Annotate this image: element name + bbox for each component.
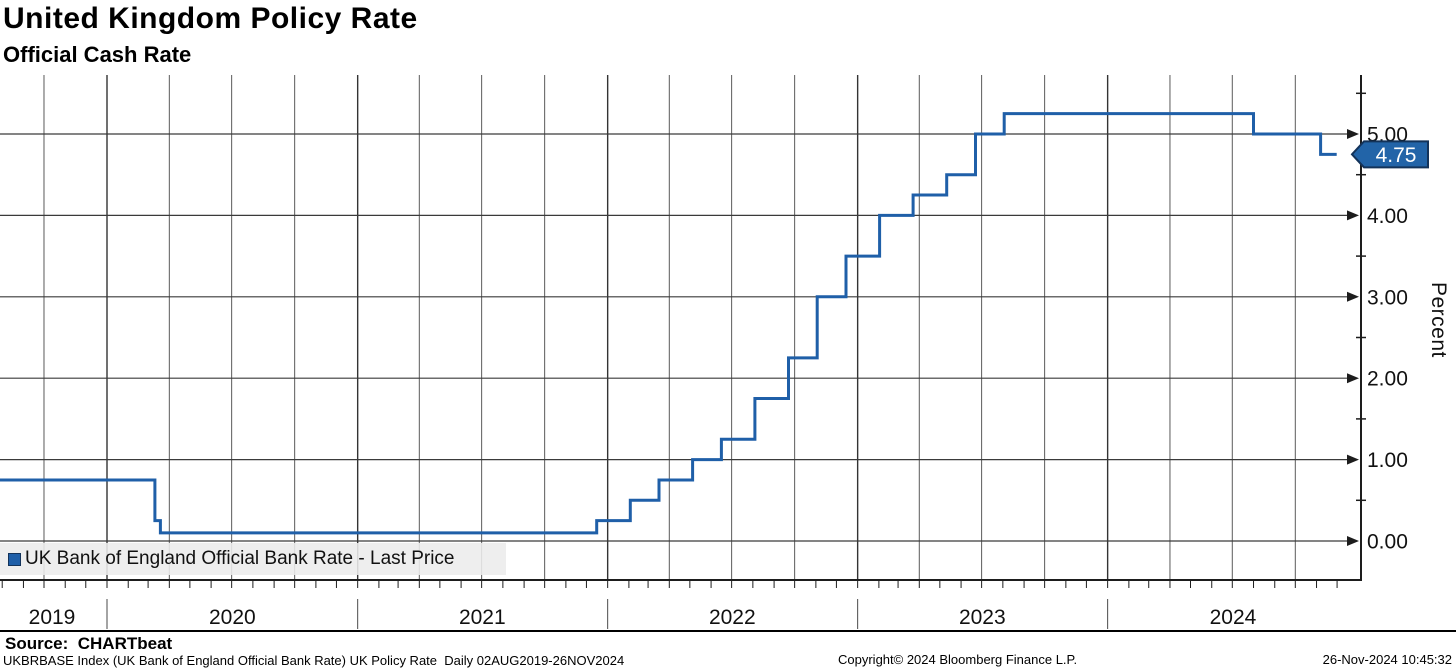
x-year-label: 2021: [459, 606, 506, 629]
year-separators: [106, 599, 1109, 629]
y-tick-label: 1.00: [1367, 449, 1408, 472]
x-year-label: 2023: [959, 606, 1006, 629]
chart-description: UKBRBASE Index (UK Bank of England Offic…: [3, 653, 625, 668]
badge-shape: [1350, 140, 1429, 169]
chart-subtitle: Official Cash Rate: [3, 42, 192, 67]
y-tick-label: 4.00: [1367, 205, 1408, 228]
v-gridlines: [43, 75, 1296, 580]
y-axis-labels: 0.001.002.003.004.005.00: [1367, 124, 1408, 554]
y-tick-label: 3.00: [1367, 286, 1408, 309]
y-tick-arrow-icon: [1347, 129, 1359, 139]
badge-value: 4.75: [1376, 144, 1417, 167]
x-year-label: 2019: [29, 606, 76, 629]
legend-marker-icon: [8, 552, 21, 566]
x-year-label: 2022: [709, 606, 756, 629]
month-ticks: [1, 581, 1338, 588]
x-year-labels: 2019 2020 2021 2022 2023 2024: [29, 606, 1257, 629]
legend-label: UK Bank of England Official Bank Rate - …: [25, 548, 455, 569]
source-label: Source: CHARTbeat: [5, 634, 173, 653]
chart-title: United Kingdom Policy Rate: [3, 2, 418, 35]
y-tick-arrow-icon: [1347, 373, 1359, 384]
y-tick-label: 2.00: [1367, 368, 1408, 391]
y-tick-arrow-icon: [1347, 291, 1359, 302]
legend: UK Bank of England Official Bank Rate - …: [0, 543, 506, 575]
last-price-badge: 4.75: [1350, 140, 1429, 169]
x-year-label: 2024: [1210, 606, 1257, 629]
copyright-label: Copyright© 2024 Bloomberg Finance L.P.: [838, 652, 1078, 667]
rate-step-line: [0, 112, 1337, 535]
x-year-label: 2020: [209, 606, 256, 629]
y-tick-label: 0.00: [1367, 531, 1408, 554]
y-axis-title: Percent: [1427, 282, 1450, 358]
y-tick-arrow-icon: [1347, 454, 1359, 465]
footer-divider: [0, 630, 1456, 632]
h-gridlines: [0, 129, 1359, 546]
y-tick-arrow-icon: [1347, 210, 1359, 221]
y-tick-arrow-icon: [1347, 536, 1359, 546]
timestamp-label: 26-Nov-2024 10:45:32: [1322, 652, 1452, 667]
